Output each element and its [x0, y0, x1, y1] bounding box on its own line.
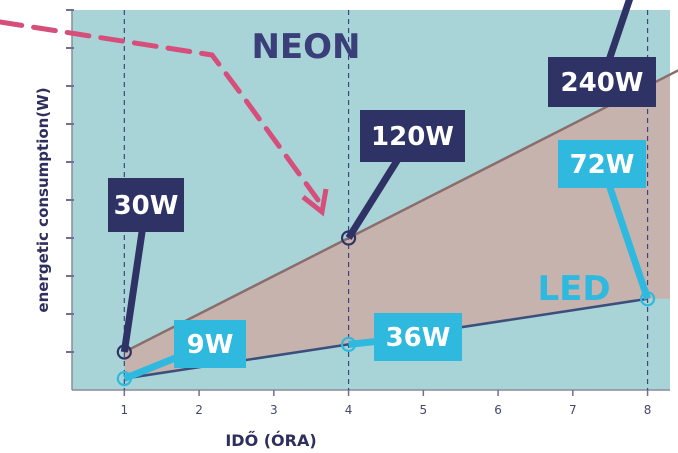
- x-tick-label: 1: [121, 403, 129, 417]
- callout-box: [174, 320, 246, 368]
- data-point-marker: [116, 344, 132, 360]
- callout-36w: 36W: [340, 313, 462, 361]
- callout-label: 72W: [570, 150, 635, 180]
- dashed-arrow-head: [301, 188, 329, 217]
- callout-label: 9W: [187, 330, 234, 360]
- neon-left-region: [72, 10, 670, 352]
- data-point-marker: [340, 336, 357, 352]
- series-label-led: LED: [537, 269, 610, 309]
- callout-120w: 120W: [340, 110, 465, 246]
- x-tick-label: 2: [195, 403, 203, 417]
- dashed-arrow: [0, 19, 321, 203]
- callout-label: 240W: [561, 68, 644, 98]
- callout-label: 30W: [114, 191, 179, 221]
- data-point-marker: [639, 291, 656, 307]
- series-line-neon: [123, 69, 678, 354]
- x-axis-title: IDŐ (ÓRA): [225, 430, 316, 450]
- data-point-marker: [639, 78, 656, 94]
- y-axis-title: energetic consumption(W): [34, 87, 52, 312]
- x-tick-label: 8: [644, 403, 652, 417]
- x-tick-label: 7: [569, 403, 577, 417]
- series-label-neon: NEON: [251, 27, 360, 67]
- data-point-marker: [340, 230, 357, 246]
- x-tick-label: 3: [270, 403, 278, 417]
- x-tick-label: 5: [420, 403, 428, 417]
- callout-9w: 9W: [116, 320, 246, 387]
- callout-label: 36W: [386, 323, 451, 353]
- lower-left-region: [72, 352, 125, 390]
- callout-box: [558, 140, 646, 188]
- callout-box: [108, 178, 184, 232]
- callout-box: [360, 110, 465, 162]
- callout-30w: 30W: [108, 178, 184, 360]
- callout-72w: 72W: [558, 140, 656, 307]
- callout-box: [374, 313, 462, 361]
- x-tick-label: 6: [494, 403, 502, 417]
- callout-240w: 240W: [548, 57, 656, 107]
- data-point-marker: [116, 371, 132, 387]
- callout-box: [548, 57, 656, 107]
- callout-label: 120W: [371, 122, 454, 152]
- x-tick-label: 4: [345, 403, 353, 417]
